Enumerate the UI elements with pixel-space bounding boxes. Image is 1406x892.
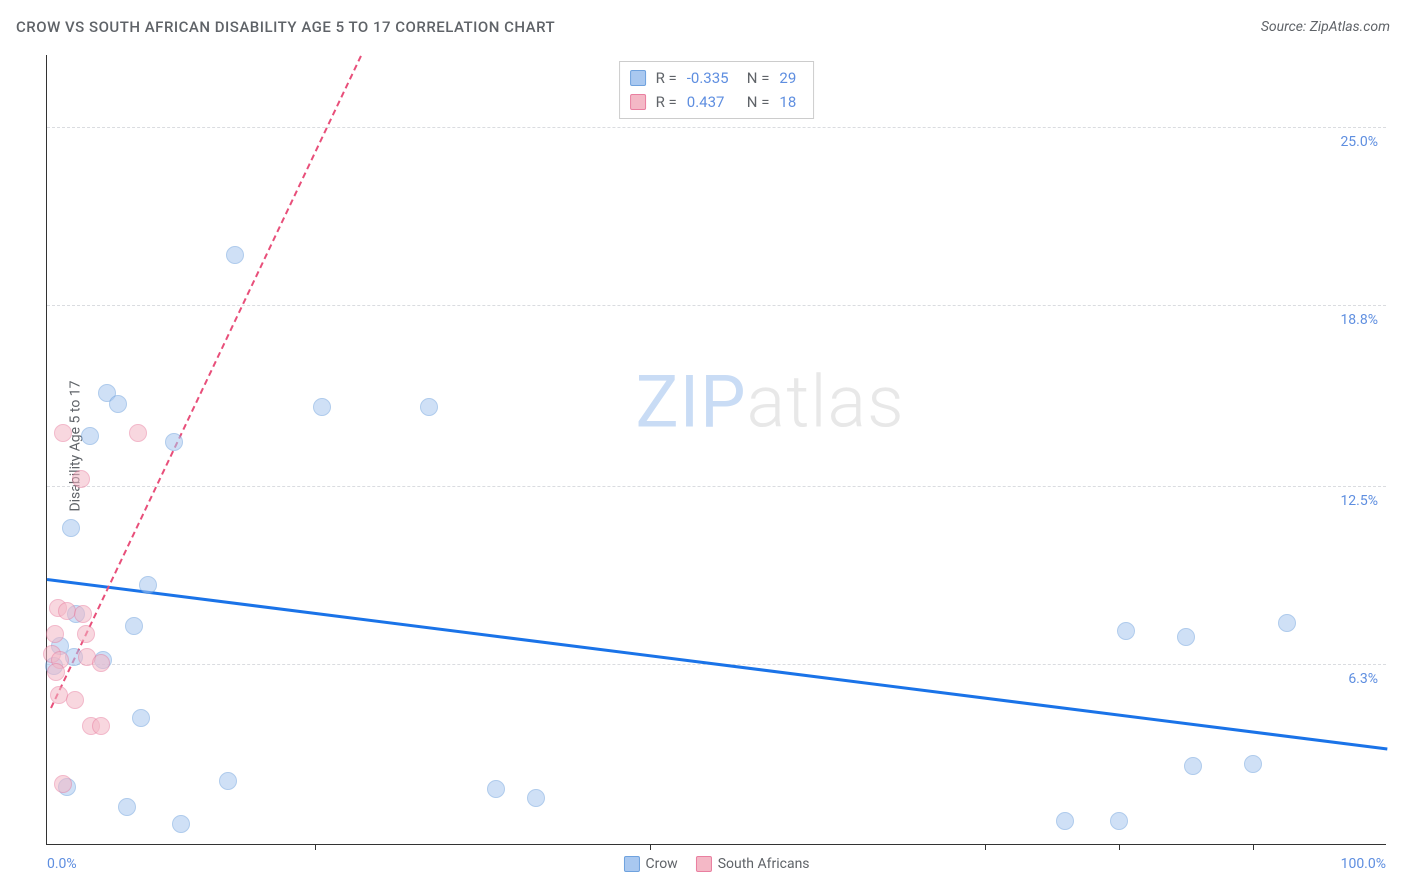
data-point (125, 617, 143, 635)
series-swatch (623, 856, 639, 872)
data-point (1110, 812, 1128, 830)
r-value: -0.335 (687, 66, 737, 90)
source-label: Source: (1261, 19, 1306, 35)
gridline (47, 305, 1386, 306)
data-point (46, 625, 64, 643)
n-value: 29 (779, 66, 803, 90)
data-point (420, 398, 438, 416)
y-tick-label: 6.3% (1348, 671, 1378, 687)
data-point (92, 654, 110, 672)
y-tick-label: 12.5% (1340, 493, 1378, 509)
stats-legend: R = -0.335 N = 29 R = 0.437 N = 18 (619, 61, 815, 119)
x-tick (315, 844, 316, 850)
trend-line (50, 56, 362, 709)
data-point (1177, 628, 1195, 646)
data-point (54, 424, 72, 442)
series-swatch (696, 856, 712, 872)
data-point (1278, 614, 1296, 632)
legend-item: South Africans (696, 856, 810, 872)
n-label: N = (747, 66, 770, 90)
watermark-zip: ZIP (635, 360, 746, 445)
legend-label: Crow (645, 856, 677, 872)
source-name: ZipAtlas.com (1310, 19, 1390, 35)
gridline (47, 486, 1386, 487)
x-axis-min-label: 0.0% (47, 856, 77, 872)
data-point (62, 519, 80, 537)
y-tick-label: 25.0% (1340, 134, 1378, 150)
y-tick-label: 18.8% (1340, 312, 1378, 328)
data-point (54, 775, 72, 793)
data-point (109, 395, 127, 413)
r-label: R = (656, 66, 677, 90)
data-point (1244, 755, 1262, 773)
data-point (219, 772, 237, 790)
data-point (1117, 622, 1135, 640)
data-point (172, 815, 190, 833)
r-value: 0.437 (687, 90, 737, 114)
data-point (139, 576, 157, 594)
series-swatch (630, 94, 646, 110)
x-axis-max-label: 100.0% (1341, 856, 1386, 872)
series-swatch (630, 70, 646, 86)
stats-row: R = -0.335 N = 29 (630, 66, 804, 90)
data-point (226, 246, 244, 264)
x-tick (985, 844, 986, 850)
r-label: R = (656, 90, 677, 114)
scatter-chart: ZIPatlas R =-0.335N =29R =0.437N =18 0.0… (46, 55, 1386, 845)
chart-header: CROW VS SOUTH AFRICAN DISABILITY AGE 5 T… (16, 18, 1390, 36)
series-legend: Crow South Africans (623, 856, 809, 872)
data-point (313, 398, 331, 416)
x-tick (650, 844, 651, 850)
x-tick (1119, 844, 1120, 850)
watermark: ZIPatlas (635, 360, 904, 445)
n-label: N = (747, 90, 770, 114)
data-point (132, 709, 150, 727)
data-point (66, 691, 84, 709)
legend-label: South Africans (718, 856, 810, 872)
watermark-atlas: atlas (747, 360, 905, 445)
chart-title: CROW VS SOUTH AFRICAN DISABILITY AGE 5 T… (16, 18, 555, 36)
data-point (74, 605, 92, 623)
data-point (92, 717, 110, 735)
data-point (81, 427, 99, 445)
legend-item: Crow (623, 856, 677, 872)
data-point (47, 663, 65, 681)
data-point (165, 433, 183, 451)
data-point (1056, 812, 1074, 830)
x-tick (1253, 844, 1254, 850)
data-point (487, 780, 505, 798)
data-point (129, 424, 147, 442)
data-point (77, 625, 95, 643)
n-value: 18 (779, 90, 803, 114)
data-point (72, 470, 90, 488)
stats-row: R = 0.437 N = 18 (630, 90, 804, 114)
data-point (118, 798, 136, 816)
data-point (1184, 757, 1202, 775)
data-point (527, 789, 545, 807)
source-attribution: Source: ZipAtlas.com (1261, 19, 1390, 35)
gridline (47, 127, 1386, 128)
